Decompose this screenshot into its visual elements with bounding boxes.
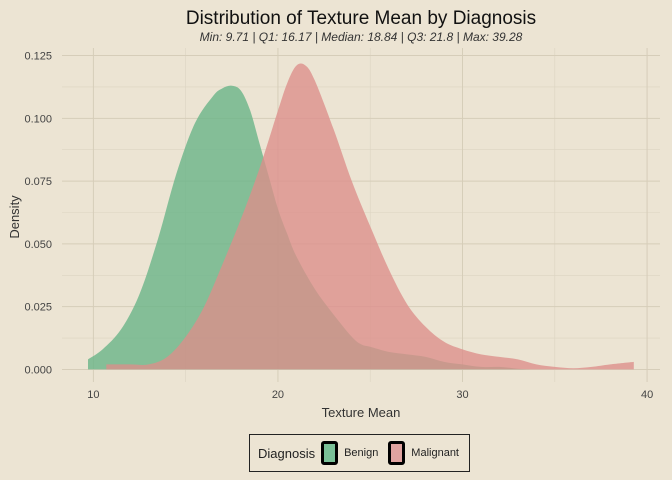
x-tick-label: 40 [641,389,653,401]
density-area-malignant [106,63,634,370]
legend-key-malignant [388,441,406,465]
series-areas [88,63,634,370]
y-tick-label: 0.125 [24,51,52,63]
legend-key-benign [321,441,339,465]
y-axis-label: Density [7,195,22,239]
x-tick-label: 30 [456,389,468,401]
density-area-benign [88,85,533,370]
chart-title: Distribution of Texture Mean by Diagnosi… [186,8,536,29]
y-tick-label: 0.000 [24,364,52,376]
x-tick-label: 20 [272,389,284,401]
chart-subtitle: Min: 9.71 | Q1: 16.17 | Median: 18.84 | … [200,30,523,44]
y-tick-label: 0.100 [24,113,52,125]
axis-ticks: 10 20 30 40 0.000 0.025 0.050 0.075 0.100 0.125 [24,51,653,401]
y-tick-label: 0.025 [24,302,52,314]
x-axis-label: Texture Mean [322,405,401,420]
y-tick-label: 0.050 [24,239,52,251]
legend-title: Diagnosis [258,445,316,461]
y-tick-label: 0.075 [24,176,52,188]
legend-label-benign: Benign [344,447,379,459]
legend: Diagnosis Benign Malignant [249,434,470,472]
legend-label-malignant: Malignant [411,447,459,459]
x-tick-label: 10 [87,389,99,401]
